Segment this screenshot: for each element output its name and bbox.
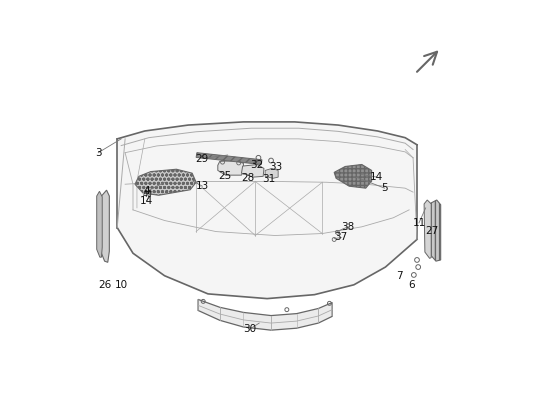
Polygon shape [218, 160, 244, 175]
Polygon shape [101, 190, 109, 262]
Text: 27: 27 [425, 226, 438, 236]
Text: 32: 32 [250, 160, 263, 170]
Polygon shape [117, 122, 417, 299]
Polygon shape [97, 191, 102, 257]
Text: 28: 28 [241, 173, 255, 183]
Text: 25: 25 [218, 170, 232, 180]
Text: 13: 13 [196, 181, 209, 191]
Polygon shape [135, 169, 196, 195]
Text: 10: 10 [114, 280, 128, 290]
Text: 26: 26 [98, 280, 111, 290]
Polygon shape [334, 164, 372, 188]
Text: 31: 31 [262, 174, 276, 184]
Text: 7: 7 [396, 271, 403, 281]
Text: 14: 14 [140, 196, 153, 206]
Text: 30: 30 [243, 324, 256, 334]
Text: 38: 38 [342, 222, 355, 232]
Text: 11: 11 [412, 218, 426, 228]
Text: 5: 5 [381, 183, 388, 193]
Polygon shape [265, 168, 278, 178]
Text: 14: 14 [370, 172, 383, 182]
Polygon shape [424, 200, 431, 258]
Text: 4: 4 [144, 186, 150, 196]
Polygon shape [198, 299, 332, 330]
Text: 29: 29 [195, 154, 208, 164]
Text: 33: 33 [269, 162, 282, 172]
Text: 6: 6 [408, 280, 414, 290]
Polygon shape [431, 200, 441, 261]
Text: 40: 40 [142, 190, 152, 199]
Polygon shape [241, 164, 264, 177]
Polygon shape [196, 153, 262, 164]
Text: 3: 3 [95, 148, 102, 158]
Text: 37: 37 [334, 232, 348, 242]
